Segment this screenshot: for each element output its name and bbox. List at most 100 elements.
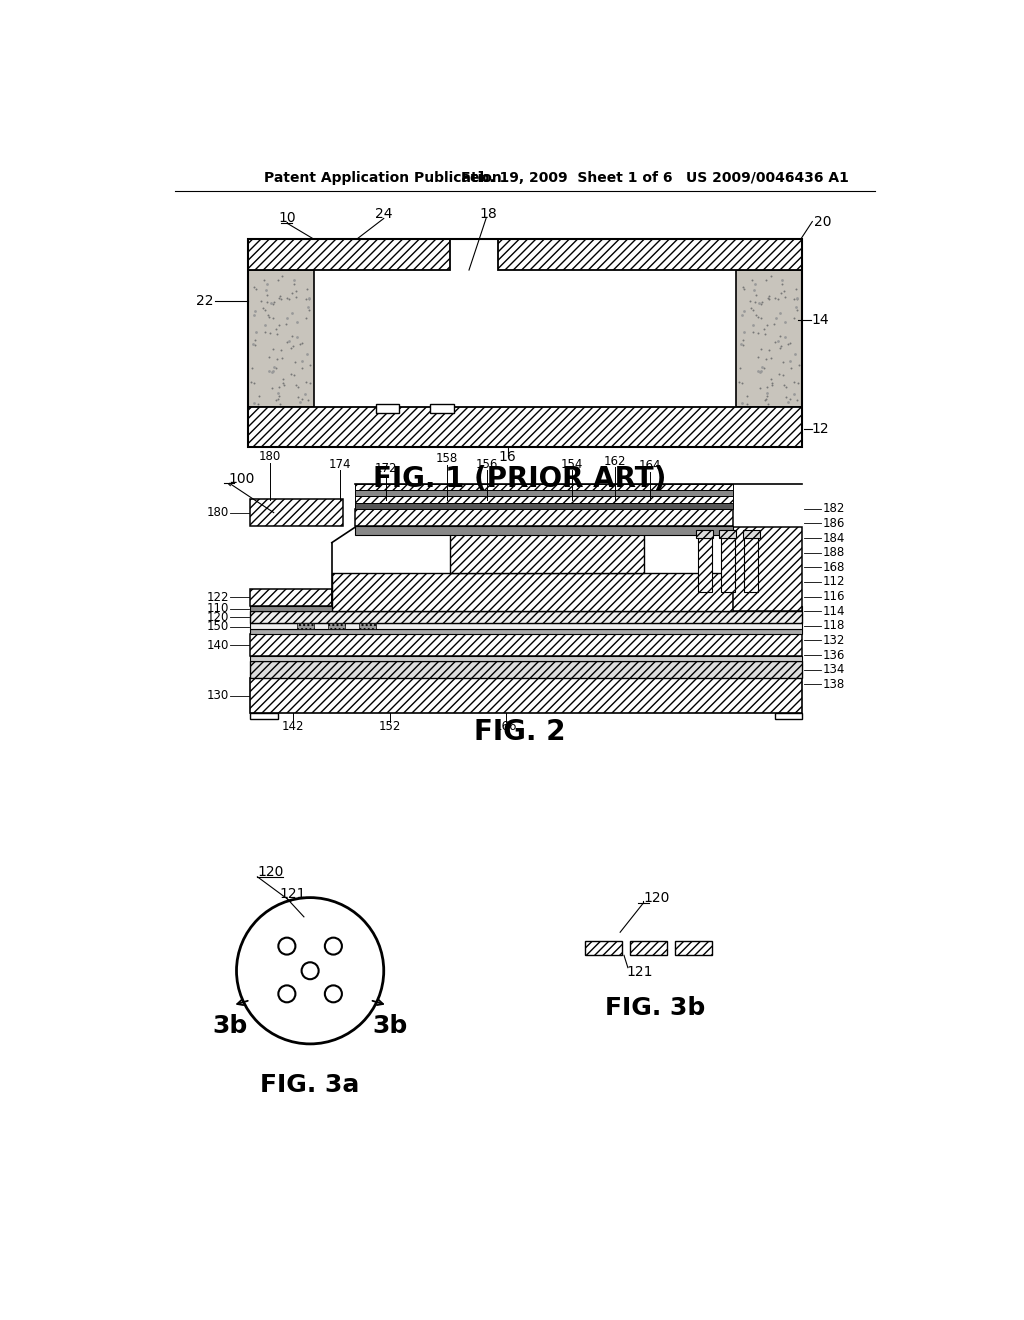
Point (288, 375, 304, 396)
Point (750, 360, 766, 381)
Bar (586, 941, 623, 956)
Point (749, 305, 765, 326)
Bar (297, 623, 314, 628)
Point (274, 347, 291, 368)
Point (275, 375, 292, 396)
Point (288, 286, 304, 308)
Point (264, 378, 281, 399)
Point (289, 312, 305, 333)
Text: 122: 122 (206, 591, 228, 603)
Point (261, 346, 278, 367)
Point (294, 356, 310, 378)
Text: 154: 154 (561, 458, 584, 471)
Point (244, 358, 260, 379)
Point (264, 362, 281, 383)
Point (764, 372, 780, 393)
Bar (251, 606, 802, 611)
Point (265, 356, 282, 378)
Point (272, 289, 289, 310)
Text: 10: 10 (279, 211, 296, 224)
Text: 180: 180 (207, 506, 228, 519)
Text: 121: 121 (280, 887, 305, 900)
Bar (355, 490, 732, 496)
Text: 24: 24 (375, 207, 392, 220)
Bar (719, 531, 736, 539)
Point (786, 288, 803, 309)
Point (256, 314, 272, 335)
Point (782, 388, 799, 409)
Point (268, 389, 285, 411)
Point (758, 389, 774, 411)
Point (750, 346, 766, 367)
Text: 142: 142 (282, 721, 304, 733)
Point (284, 302, 300, 323)
Point (734, 277, 751, 298)
Point (754, 356, 770, 378)
Point (270, 383, 287, 404)
Point (300, 296, 316, 317)
Point (781, 333, 798, 354)
Point (760, 393, 776, 414)
Point (279, 331, 295, 352)
Point (255, 269, 271, 290)
Bar (355, 484, 732, 490)
Point (745, 280, 762, 301)
Point (270, 376, 287, 397)
Text: 172: 172 (375, 462, 397, 475)
Text: 3b: 3b (213, 1014, 248, 1039)
Point (787, 279, 804, 300)
Point (267, 318, 284, 339)
Point (247, 301, 263, 322)
Point (734, 392, 751, 413)
Text: 12: 12 (812, 422, 829, 437)
Point (280, 308, 296, 329)
Point (261, 322, 278, 343)
Bar (435, 521, 659, 531)
Point (260, 305, 276, 326)
Point (248, 322, 264, 343)
Text: 22: 22 (196, 294, 213, 308)
Point (265, 292, 282, 313)
Point (298, 288, 314, 309)
Point (290, 387, 306, 408)
Bar (359, 623, 376, 628)
Point (300, 389, 316, 411)
Text: 118: 118 (822, 619, 845, 632)
Bar (251, 499, 343, 525)
Bar (630, 941, 668, 956)
Bar (355, 525, 732, 535)
Bar (251, 611, 802, 623)
Point (791, 355, 807, 376)
Point (268, 323, 285, 345)
Point (288, 281, 304, 302)
Point (759, 385, 775, 407)
Point (294, 388, 310, 409)
Point (246, 304, 262, 325)
Bar (430, 404, 454, 413)
Point (773, 335, 790, 356)
Point (790, 300, 806, 321)
Point (257, 322, 273, 343)
Bar (696, 531, 713, 539)
Text: 162: 162 (603, 454, 626, 467)
Point (261, 360, 278, 381)
Point (275, 372, 292, 393)
Text: 18: 18 (479, 207, 498, 220)
Text: 134: 134 (822, 663, 845, 676)
Text: 116: 116 (822, 590, 845, 603)
Point (286, 269, 302, 290)
Point (779, 333, 796, 354)
Point (286, 273, 302, 294)
Bar (742, 531, 760, 539)
Point (753, 339, 769, 360)
Text: 164: 164 (638, 459, 660, 473)
Point (758, 269, 774, 290)
Point (282, 289, 298, 310)
Point (732, 334, 749, 355)
Point (759, 314, 775, 335)
Point (271, 314, 288, 335)
Point (248, 279, 264, 300)
Point (287, 351, 303, 372)
Point (772, 282, 788, 304)
Point (777, 327, 794, 348)
